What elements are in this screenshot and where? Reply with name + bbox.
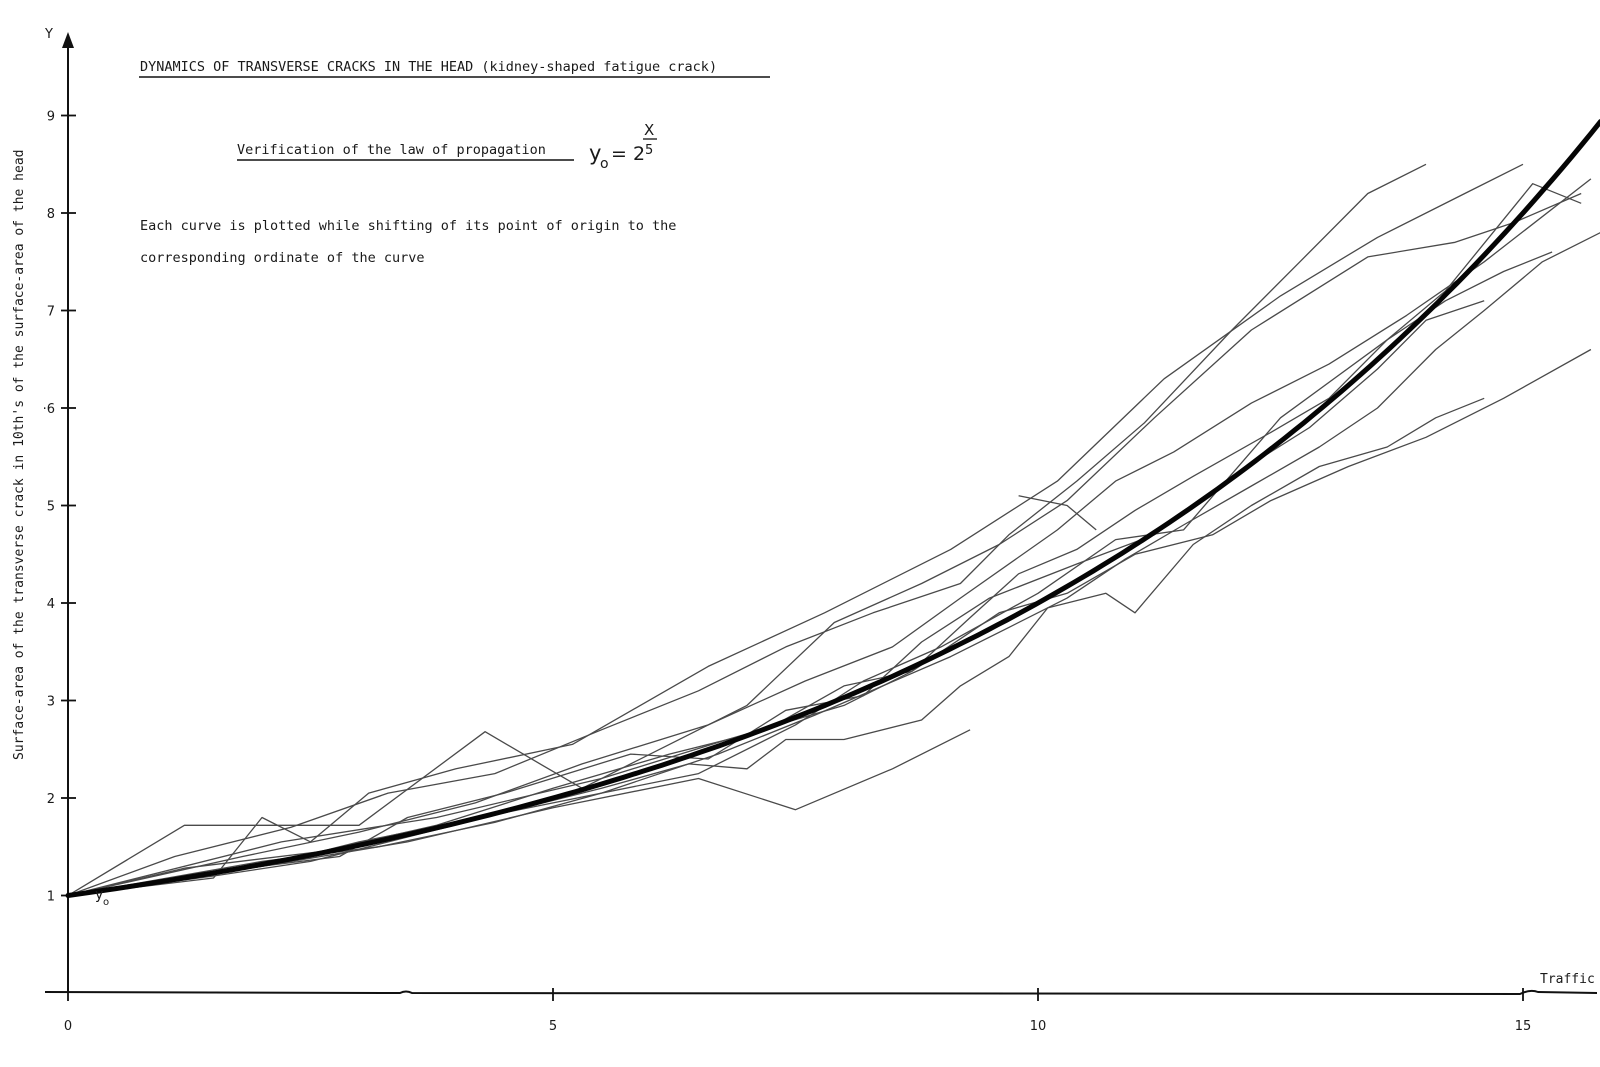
y-tick-label: ·6	[43, 402, 55, 417]
formula-exponent-numerator: X	[644, 121, 654, 139]
y-axis-arrow-icon	[62, 32, 74, 48]
series-line-12	[67, 232, 1600, 897]
y-tick-label: 5	[47, 500, 55, 515]
series-line-11	[1018, 495, 1097, 531]
origin-label-subscript: o	[103, 897, 109, 908]
note-line-1: Each curve is plotted while shifting of …	[140, 218, 676, 234]
series-line-5	[67, 348, 1592, 897]
formula-base: y	[589, 141, 601, 165]
y-axis-letter: Y	[44, 27, 53, 42]
series-line-9	[67, 251, 1553, 897]
y-tick-label: 9	[47, 110, 55, 125]
law-curve-group	[65, 119, 1600, 898]
tick-group: 1 2 3 4 5 ·6 7 8 9 0 5 10 15	[43, 110, 1532, 1035]
x-axis-line	[44, 989, 1598, 996]
series-line-8	[67, 163, 1427, 897]
chart-subtitle: Verification of the law of propagation	[237, 142, 546, 158]
y-axis-title: Surface-area of the transverse crack in …	[12, 150, 27, 760]
x-tick-label: 0	[64, 1019, 72, 1034]
series-line-1	[67, 192, 1582, 897]
formula-subscript: o	[600, 156, 609, 172]
law-curve	[65, 119, 1600, 898]
origin-label-base: y	[95, 887, 103, 903]
y-tick-label: 2	[47, 792, 55, 807]
series-line-6	[67, 729, 971, 897]
series-line-10	[67, 178, 1592, 897]
x-tick-label: 10	[1030, 1019, 1047, 1034]
y-tick-label: 4	[47, 597, 55, 612]
series-line-3	[67, 183, 1582, 897]
chart-title: DYNAMICS OF TRANSVERSE CRACKS IN THE HEA…	[140, 59, 717, 75]
note-line-2: corresponding ordinate of the curve	[140, 250, 424, 266]
formula-exponent-denominator: 5	[645, 143, 653, 158]
series-line-4	[67, 300, 1485, 897]
y-tick-label: 3	[47, 695, 55, 710]
law-formula: y o = 2 X 5	[589, 121, 657, 172]
formula-equals-base: = 2	[611, 143, 645, 165]
y-tick-label: 7	[47, 305, 55, 320]
series-line-2	[67, 163, 1524, 897]
y-tick-label: 8	[47, 207, 55, 222]
origin-label: y o	[95, 887, 109, 908]
x-axis-label: Traffic	[1540, 972, 1595, 987]
series-group	[67, 163, 1600, 897]
series-line-7	[67, 397, 1485, 897]
x-tick-label: 15	[1515, 1019, 1532, 1034]
x-tick-label: 5	[549, 1019, 557, 1034]
axes: Y Traffic	[44, 27, 1598, 996]
y-tick-label: 1	[47, 890, 55, 905]
